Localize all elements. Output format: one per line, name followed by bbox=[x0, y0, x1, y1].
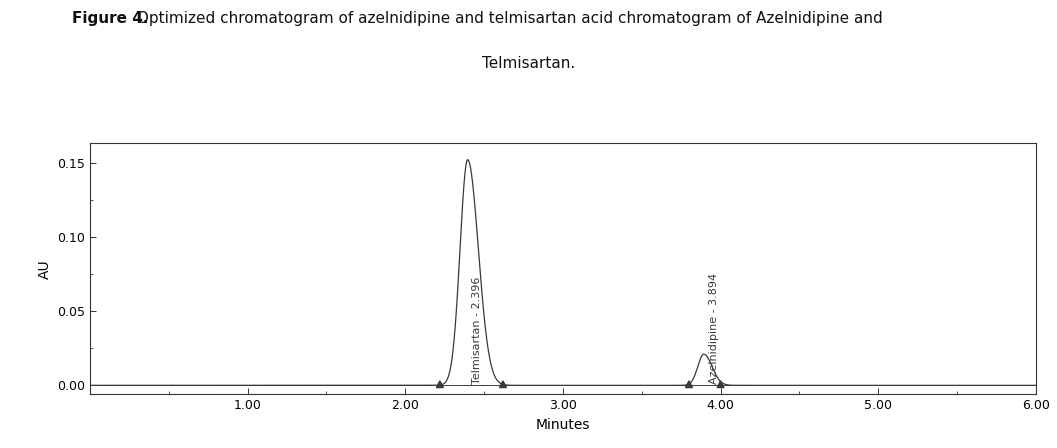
Y-axis label: AU: AU bbox=[37, 259, 52, 279]
Polygon shape bbox=[437, 381, 443, 388]
X-axis label: Minutes: Minutes bbox=[536, 418, 590, 432]
Polygon shape bbox=[686, 381, 692, 388]
Text: Optimized chromatogram of azelnidipine and telmisartan acid chromatogram of Azel: Optimized chromatogram of azelnidipine a… bbox=[132, 11, 883, 26]
Text: Telmisartan.: Telmisartan. bbox=[482, 56, 575, 71]
Text: Telmisartan - 2.396: Telmisartan - 2.396 bbox=[472, 276, 482, 384]
Polygon shape bbox=[500, 381, 506, 388]
Polygon shape bbox=[717, 381, 724, 388]
Text: Figure 4.: Figure 4. bbox=[72, 11, 148, 26]
Text: Azelnidipine - 3.894: Azelnidipine - 3.894 bbox=[708, 273, 719, 384]
